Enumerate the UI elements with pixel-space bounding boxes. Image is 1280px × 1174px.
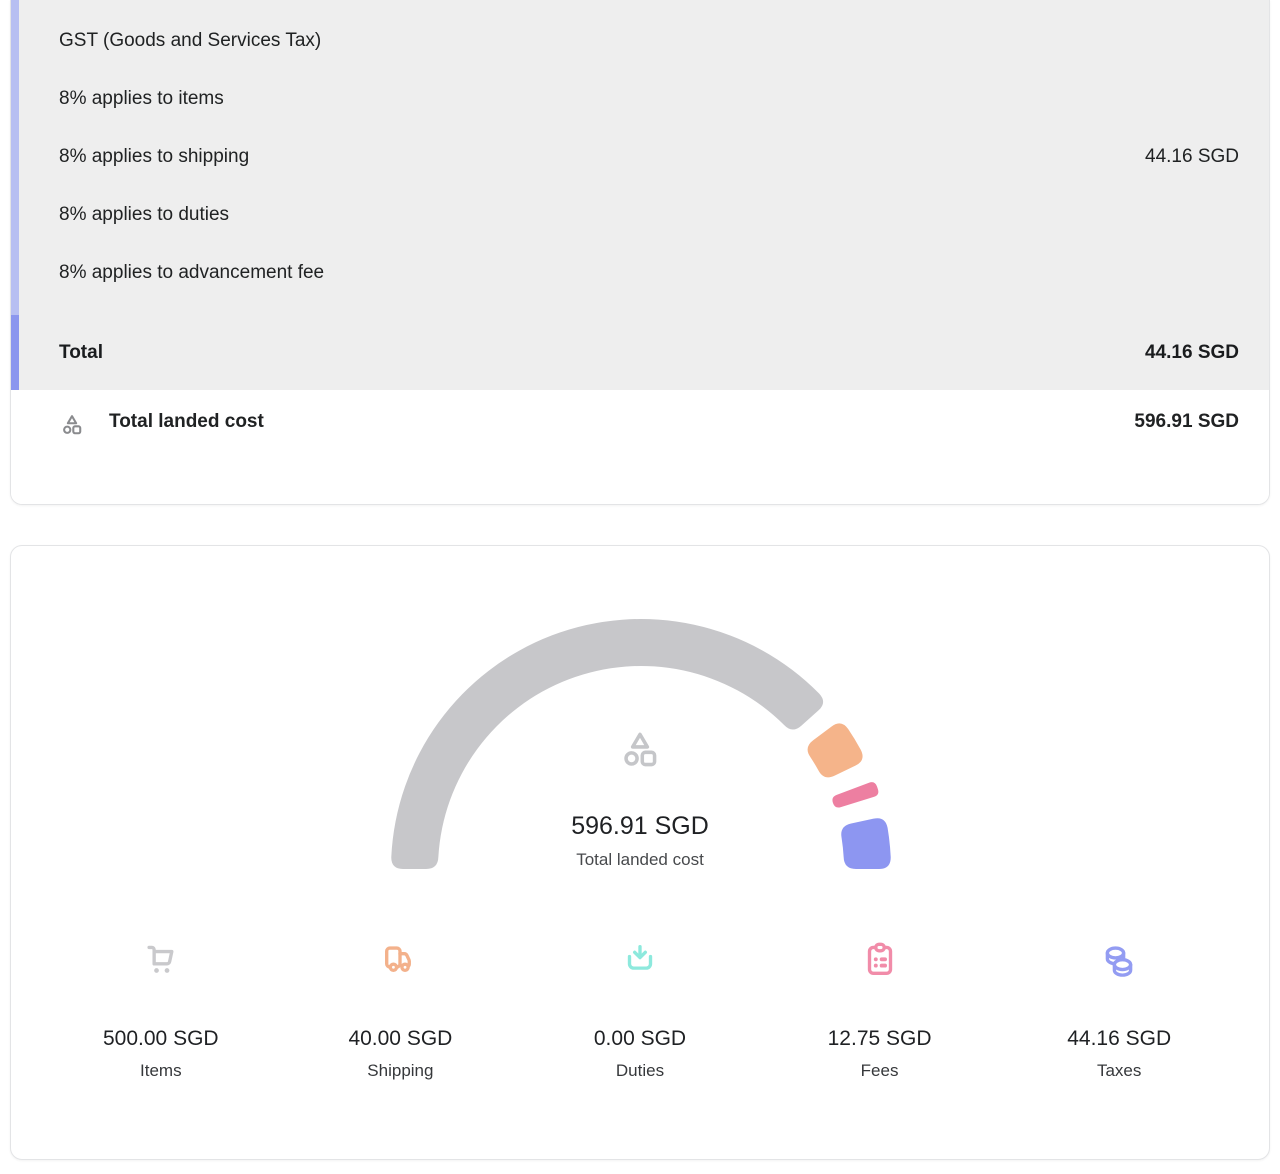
legend-value: 44.16 SGD [1067,1027,1172,1050]
download-tray-icon [619,938,661,982]
gauge-segment [832,782,879,808]
legend-value: 500.00 SGD [103,1027,219,1050]
legend-item-taxes: 44.16 SGD Taxes [999,938,1239,1081]
tax-group-row: GST (Goods and Services Tax) 8% applies … [11,0,1269,315]
legend-label: Taxes [1096,1061,1142,1080]
total-landed-cost-row: Total landed cost 596.91 SGD [11,390,1269,504]
truck-icon [379,938,421,982]
landed-cost-chart-card: 596.91 SGD Total landed cost 500.00 SGD … [10,545,1270,1160]
shapes-icon [59,412,85,438]
legend-label: Shipping [367,1061,434,1080]
gauge-segment [841,818,891,869]
tax-group-accent-bar [11,0,19,315]
tax-rule-item: 8% applies to duties [59,204,230,225]
tax-total-row: Total 44.16 SGD [11,315,1269,390]
card-gap [0,505,1280,545]
tax-name: GST (Goods and Services Tax) [59,30,322,51]
legend-label: Items [140,1061,182,1080]
legend-item-items: 500.00 SGD Items [41,938,281,1081]
gauge-center-label: Total landed cost [576,850,704,869]
coins-icon [1098,938,1140,982]
landed-cost-summary-card: GST (Goods and Services Tax) 8% applies … [10,0,1270,505]
total-landed-cost-label: Total landed cost [109,411,264,432]
gauge-segment [391,618,824,869]
legend-value: 40.00 SGD [348,1027,453,1050]
legend-label: Duties [615,1061,665,1080]
tax-rule-item: 8% applies to shipping [59,146,250,167]
legend-item-shipping: 40.00 SGD Shipping [281,938,521,1081]
landed-cost-gauge-chart [391,618,891,869]
legend-label: Fees [860,1061,899,1080]
cart-icon [140,938,182,982]
tax-amount: 44.16 SGD [1145,146,1239,167]
tax-summary-section: GST (Goods and Services Tax) 8% applies … [11,0,1269,390]
shapes-icon [617,727,663,773]
cost-breakdown-legend: 500.00 SGD Items 40.00 SGD Shipping [41,938,1239,1081]
gauge-segment [807,723,863,778]
legend-value: 0.00 SGD [593,1027,687,1050]
legend-value: 12.75 SGD [827,1027,932,1050]
legend-item-duties: 0.00 SGD Duties [520,938,760,1081]
tax-rule-item: 8% applies to advancement fee [59,262,325,283]
total-accent-bar [11,315,19,390]
total-amount: 44.16 SGD [1145,341,1239,363]
legend-item-fees: 12.75 SGD Fees [760,938,1000,1081]
clipboard-icon [859,938,901,982]
tax-rule-item: 8% applies to items [59,88,224,109]
total-landed-cost-amount: 596.91 SGD [1134,411,1239,432]
total-label: Total [59,341,103,363]
gauge-center-value: 596.91 SGD [571,812,709,840]
